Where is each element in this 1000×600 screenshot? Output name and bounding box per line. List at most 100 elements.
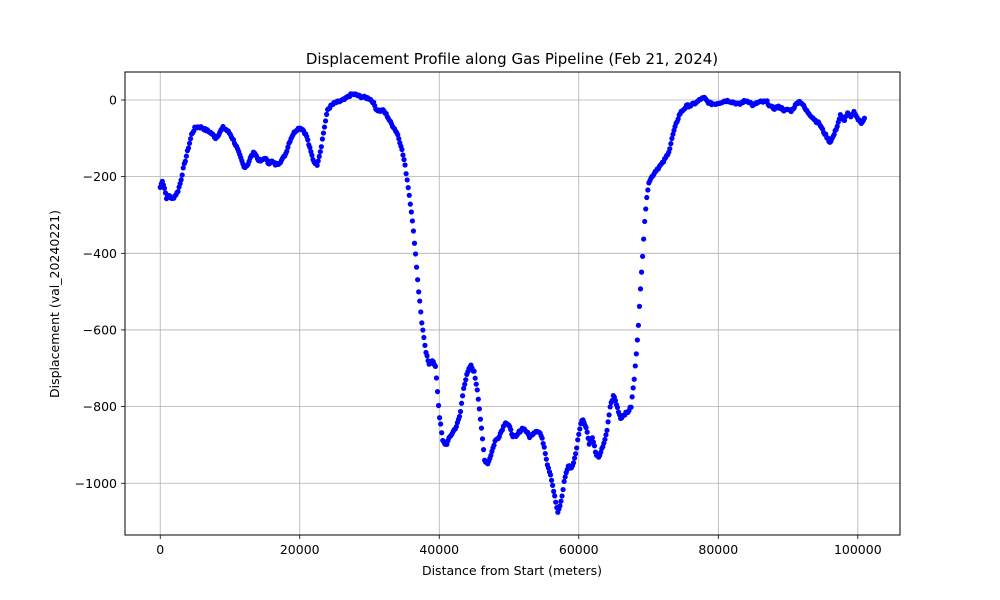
data-point bbox=[591, 443, 598, 449]
data-point bbox=[584, 429, 590, 435]
data-point bbox=[476, 406, 482, 412]
data-point bbox=[605, 419, 611, 425]
data-point bbox=[435, 402, 442, 409]
data-point bbox=[641, 236, 647, 242]
data-point bbox=[550, 482, 556, 488]
data-point bbox=[415, 277, 421, 283]
data-point bbox=[542, 450, 548, 457]
data-point bbox=[307, 144, 313, 151]
x-tick-label: 100000 bbox=[834, 542, 882, 557]
data-point bbox=[408, 209, 414, 215]
data-point bbox=[400, 152, 406, 158]
data-point bbox=[640, 253, 646, 259]
data-point bbox=[175, 188, 181, 195]
data-point bbox=[183, 153, 189, 159]
data-point bbox=[474, 387, 480, 393]
data-point bbox=[583, 425, 589, 431]
data-point bbox=[404, 177, 410, 183]
data-point bbox=[612, 398, 618, 404]
data-point bbox=[422, 342, 428, 348]
data-point bbox=[396, 136, 402, 142]
data-point bbox=[478, 425, 485, 431]
data-point bbox=[401, 156, 407, 163]
y-tick-label: −1000 bbox=[75, 476, 117, 491]
data-point bbox=[575, 437, 581, 443]
data-point bbox=[643, 206, 649, 212]
data-point bbox=[667, 146, 673, 152]
data-point bbox=[403, 171, 409, 177]
data-point bbox=[642, 218, 648, 225]
data-point bbox=[557, 503, 563, 509]
data-point bbox=[461, 385, 467, 391]
data-point bbox=[632, 363, 638, 369]
data-point bbox=[406, 192, 412, 198]
data-point bbox=[552, 493, 558, 499]
data-point bbox=[411, 240, 418, 246]
data-point bbox=[480, 447, 487, 453]
data-point bbox=[559, 493, 565, 499]
data-point bbox=[412, 251, 419, 257]
data-point bbox=[637, 286, 644, 292]
data-point bbox=[161, 185, 168, 191]
data-point bbox=[675, 116, 681, 122]
data-point bbox=[539, 435, 545, 441]
data-point bbox=[602, 436, 608, 443]
data-point bbox=[628, 404, 634, 410]
data-point bbox=[831, 132, 837, 138]
data-point bbox=[432, 363, 439, 369]
data-point bbox=[633, 351, 639, 357]
data-point bbox=[547, 472, 554, 478]
data-point bbox=[439, 430, 445, 436]
data-point bbox=[185, 145, 192, 151]
data-point bbox=[551, 488, 557, 494]
data-point bbox=[607, 404, 613, 410]
data-point bbox=[668, 141, 674, 147]
data-point bbox=[416, 289, 422, 295]
data-point bbox=[669, 135, 675, 142]
data-point bbox=[553, 499, 559, 505]
grid bbox=[125, 72, 900, 535]
data-point bbox=[318, 144, 324, 150]
data-point bbox=[571, 455, 578, 461]
data-point bbox=[179, 172, 185, 178]
data-point bbox=[187, 136, 194, 142]
data-point bbox=[180, 165, 186, 171]
data-point bbox=[421, 334, 427, 341]
x-tick-label: 20000 bbox=[280, 542, 320, 557]
data-point bbox=[463, 377, 469, 383]
data-point bbox=[638, 269, 645, 275]
plot-frame bbox=[124, 71, 901, 536]
data-point bbox=[321, 124, 328, 130]
data-point bbox=[178, 177, 184, 183]
data-point bbox=[402, 162, 408, 168]
data-point bbox=[488, 452, 494, 458]
data-point bbox=[316, 153, 322, 159]
data-point bbox=[437, 415, 443, 421]
data-point bbox=[545, 465, 552, 471]
data-point bbox=[479, 436, 486, 442]
x-axis-title: Distance from Start (meters) bbox=[422, 563, 602, 578]
data-point bbox=[558, 498, 564, 504]
data-point bbox=[508, 427, 514, 433]
data-point bbox=[475, 396, 481, 402]
data-point bbox=[424, 353, 430, 359]
data-point bbox=[631, 376, 637, 382]
data-point bbox=[434, 389, 441, 395]
data-point bbox=[324, 111, 330, 117]
data-point bbox=[634, 337, 640, 343]
x-tick-label: 0 bbox=[156, 542, 164, 557]
data-point bbox=[471, 368, 477, 374]
data-point bbox=[462, 381, 468, 387]
x-tick-label: 80000 bbox=[698, 542, 738, 557]
data-point bbox=[614, 404, 621, 411]
data-point bbox=[576, 431, 582, 437]
data-point bbox=[407, 201, 413, 207]
y-axis: 0 −200 −400 −600 −800 −1000 bbox=[75, 92, 125, 491]
data-point bbox=[314, 162, 320, 168]
data-point bbox=[543, 456, 549, 462]
data-point bbox=[636, 303, 643, 309]
data-point bbox=[186, 140, 193, 146]
data-point bbox=[477, 416, 484, 422]
data-point bbox=[420, 327, 426, 333]
